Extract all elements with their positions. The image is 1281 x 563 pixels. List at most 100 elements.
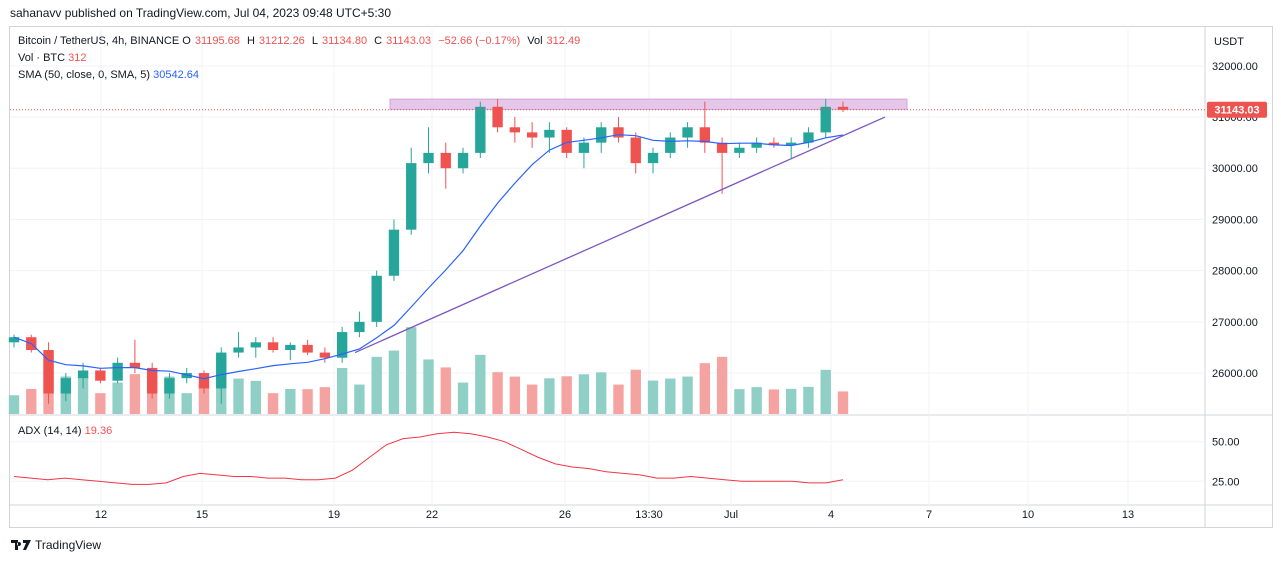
candle-body (837, 106, 849, 110)
candle-body (216, 352, 227, 389)
candle-body (112, 362, 123, 381)
candle-body (699, 127, 711, 143)
volume-bar (285, 389, 296, 414)
candle-body (285, 344, 296, 350)
time-tick-label: 19 (328, 509, 340, 521)
candle-body (544, 129, 555, 138)
chart-frame (9, 26, 1273, 528)
volume-bar (336, 368, 348, 414)
candle-body (164, 378, 175, 394)
time-tick-label: 10 (1022, 509, 1034, 521)
volume-bar (302, 389, 313, 414)
volume-bar (716, 356, 728, 414)
candle-body (302, 344, 313, 353)
candle-body (768, 142, 780, 146)
volume-bar (8, 395, 20, 414)
volume-bar (129, 374, 141, 414)
time-tick-label: 26 (559, 509, 571, 521)
volume-bar (233, 378, 244, 414)
candle-body (388, 229, 400, 276)
volume-bar (561, 376, 572, 414)
volume-bar (786, 388, 797, 414)
adx-tick-label: 50.00 (1212, 437, 1240, 449)
volume-bar (699, 363, 711, 414)
candle-body (647, 152, 659, 164)
time-tick-label: 22 (426, 509, 438, 521)
volume-bar (751, 387, 762, 414)
time-tick-label: 7 (926, 509, 932, 521)
candle-body (181, 373, 192, 379)
volume-bar (406, 327, 417, 414)
legend-change: −52.66 (−0.17%) (438, 35, 521, 47)
legend-low: 31134.80 (322, 35, 368, 47)
volume-bar (803, 386, 814, 414)
legend-adx-value: 19.36 (84, 425, 113, 437)
volume-bar (492, 372, 503, 414)
adx-tick-label: 25.00 (1212, 476, 1240, 488)
candle-body (233, 347, 244, 353)
volume-bar (526, 384, 538, 414)
legend-open: 31195.68 (194, 35, 240, 47)
volume-bar (371, 356, 382, 414)
legend-o-label: O (182, 35, 191, 47)
price-tick-label: 26000.00 (1212, 368, 1258, 380)
resistance-zone (389, 98, 908, 110)
volume-bar (596, 372, 607, 414)
volume-bar (630, 369, 641, 414)
candle-body (319, 352, 331, 358)
candle-body (354, 321, 365, 333)
time-tick-label: 13:30 (635, 509, 663, 521)
candle-body (250, 342, 261, 348)
legend-vol-value: 312 (68, 52, 87, 64)
candle-body (95, 370, 106, 381)
volume-bar (181, 393, 192, 414)
legend-adx-row: ADX (14, 14) 19.36 (18, 425, 112, 437)
legend-symbol-row: Bitcoin / TetherUS, 4h, BINANCE O 31195.6… (18, 35, 584, 47)
volume-bar (820, 369, 831, 414)
time-tick-label: 12 (95, 509, 107, 521)
candle-body (526, 132, 538, 138)
candle-body (820, 106, 831, 133)
last-price-tag (1207, 101, 1267, 118)
volume-bar (647, 380, 659, 414)
legend-sma-label: SMA (50, close, 0, SMA, 5) (18, 69, 151, 81)
volume-bar (613, 384, 624, 414)
legend-sma-value: 30542.64 (153, 69, 200, 81)
legend-symbol: Bitcoin / TetherUS, 4h, BINANCE (18, 35, 180, 47)
legend-high: 31212.26 (258, 35, 305, 47)
footer-brand[interactable]: TradingView (11, 538, 101, 552)
candle-body (457, 152, 469, 169)
volume-bar (768, 389, 780, 414)
candle-body (43, 350, 54, 394)
candle-body (596, 127, 607, 143)
candle-body (8, 337, 20, 343)
volume-bar (112, 382, 123, 414)
volume-bar (95, 393, 106, 414)
legend-h-label: H (246, 35, 255, 47)
volume-bar (544, 378, 555, 414)
candle-body (267, 342, 279, 350)
candle-body (786, 142, 797, 146)
candle-body (492, 106, 503, 128)
last-price-tag-label: 31143.03 (1214, 105, 1259, 117)
candle-body (734, 147, 745, 153)
candle-body (423, 152, 434, 164)
price-tick-label: 32000.00 (1212, 61, 1258, 73)
volume-bar (682, 376, 693, 414)
candle-body (475, 106, 486, 153)
candle-body (803, 132, 814, 143)
legend-vol-indicator: Vol · BTC (18, 52, 66, 64)
volume-bar (457, 382, 469, 414)
support-trendline (354, 116, 886, 354)
volume-bar (198, 384, 210, 414)
time-tick-label: Jul (724, 509, 738, 521)
candle-body (371, 275, 382, 322)
legend-vol: 312.49 (546, 35, 581, 47)
volume-bar (354, 384, 365, 414)
candle-body (146, 367, 158, 394)
candle-body (630, 137, 641, 164)
price-tick-label: 30000.00 (1212, 163, 1258, 175)
tradingview-logo-icon (11, 540, 31, 550)
volume-bar (509, 376, 521, 414)
